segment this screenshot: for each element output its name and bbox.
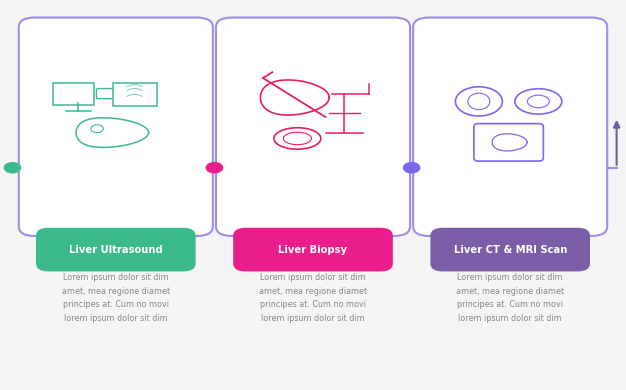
FancyBboxPatch shape: [36, 228, 195, 271]
FancyBboxPatch shape: [430, 228, 590, 271]
FancyBboxPatch shape: [53, 83, 94, 105]
Text: Lorem ipsum dolor sit dim
amet, mea regione diamet
principes at. Cum no movi
lor: Lorem ipsum dolor sit dim amet, mea regi…: [456, 273, 564, 323]
Text: Lorem ipsum dolor sit dim
amet, mea regione diamet
principes at. Cum no movi
lor: Lorem ipsum dolor sit dim amet, mea regi…: [62, 273, 170, 323]
FancyBboxPatch shape: [413, 18, 607, 236]
FancyBboxPatch shape: [216, 18, 410, 236]
Ellipse shape: [468, 93, 490, 110]
Ellipse shape: [274, 128, 321, 149]
Text: Liver Ultrasound: Liver Ultrasound: [69, 245, 163, 255]
Circle shape: [206, 163, 222, 173]
FancyBboxPatch shape: [233, 228, 393, 271]
FancyBboxPatch shape: [96, 89, 119, 99]
Ellipse shape: [283, 132, 311, 145]
Circle shape: [403, 163, 419, 173]
Text: Liver Biopsy: Liver Biopsy: [279, 245, 347, 255]
FancyBboxPatch shape: [474, 124, 543, 161]
Circle shape: [91, 125, 103, 133]
Text: Lorem ipsum dolor sit dim
amet, mea regione diamet
principes at. Cum no movi
lor: Lorem ipsum dolor sit dim amet, mea regi…: [259, 273, 367, 323]
Ellipse shape: [527, 95, 550, 108]
FancyBboxPatch shape: [19, 18, 213, 236]
FancyBboxPatch shape: [113, 83, 157, 106]
Circle shape: [4, 163, 21, 173]
Ellipse shape: [515, 89, 562, 114]
Ellipse shape: [455, 87, 503, 116]
Text: Liver CT & MRI Scan: Liver CT & MRI Scan: [453, 245, 567, 255]
